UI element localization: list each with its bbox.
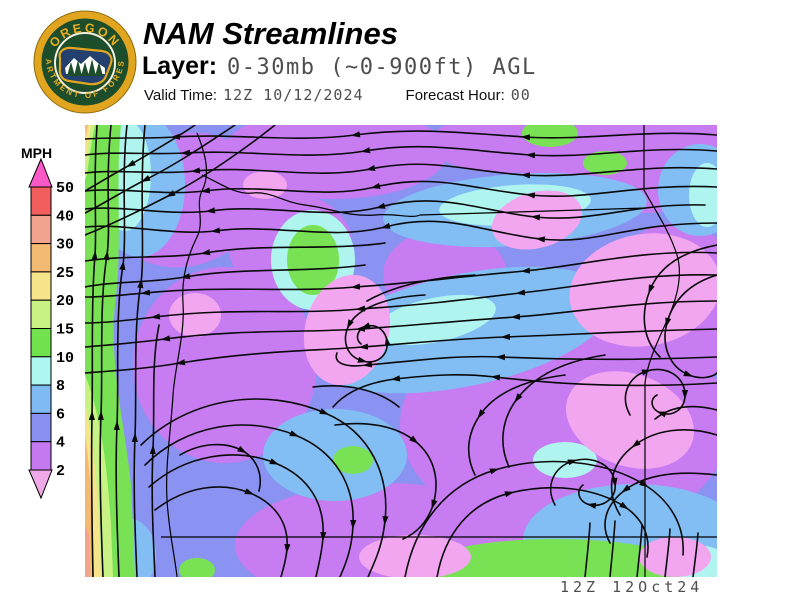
legend-band <box>30 243 52 273</box>
time-row: Valid Time: 12Z 10/12/2024 Forecast Hour… <box>144 86 531 104</box>
legend-above-max-arrow <box>28 157 53 188</box>
legend-color-bar: 50 40 30 25 20 15 10 8 6 4 2 <box>28 157 74 500</box>
legend-band <box>30 214 52 245</box>
valid-time-label: Valid Time: <box>144 87 218 104</box>
legend-below-min-arrow <box>28 469 53 500</box>
east-border <box>643 125 680 577</box>
layer-value: 0-30mb (~0-900ft) AGL <box>227 55 537 80</box>
legend-tick-label: 4 <box>56 435 65 452</box>
map-timestamp: 12Z 12Oct24 <box>560 578 704 596</box>
streamline-map <box>85 125 717 577</box>
legend-band <box>30 441 52 471</box>
legend-band <box>30 271 52 301</box>
layer-label: Layer: <box>142 52 218 80</box>
legend-tick-label: 15 <box>56 322 74 339</box>
legend-tick-label: 10 <box>56 350 74 367</box>
odf-logo: OREGON DEPARTMENT OF FORESTRY <box>33 10 137 114</box>
legend-tick-label: 30 <box>56 237 74 254</box>
legend-units-label: MPH <box>21 145 52 161</box>
logo-oregon-emblem <box>58 46 113 86</box>
legend-tick-label: 20 <box>56 293 74 310</box>
forecast-hour-label: Forecast Hour: <box>405 87 505 104</box>
layer-row: Layer: 0-30mb (~0-900ft) AGL <box>142 52 537 81</box>
legend-tick-label: 8 <box>56 378 65 395</box>
legend-band <box>30 186 52 216</box>
legend-tick-label: 50 <box>56 180 74 197</box>
streamlines <box>85 125 717 577</box>
legend-tick-label: 25 <box>56 265 74 282</box>
page-title: NAM Streamlines <box>143 16 398 51</box>
legend-tick-label: 40 <box>56 208 74 225</box>
legend-band <box>30 356 52 386</box>
legend-band <box>30 384 52 414</box>
logo-trees <box>67 59 103 76</box>
legend-tick-label: 2 <box>56 463 65 480</box>
forecast-hour-value: 00 <box>510 86 531 104</box>
wind-speed-legend: MPH 50 40 30 25 20 15 10 8 6 4 2 <box>21 145 74 500</box>
valid-time-value: 12Z 10/12/2024 <box>223 86 364 104</box>
legend-band <box>30 299 52 329</box>
legend-band <box>30 328 52 358</box>
legend-band <box>30 412 52 443</box>
legend-tick-label: 6 <box>56 406 65 423</box>
